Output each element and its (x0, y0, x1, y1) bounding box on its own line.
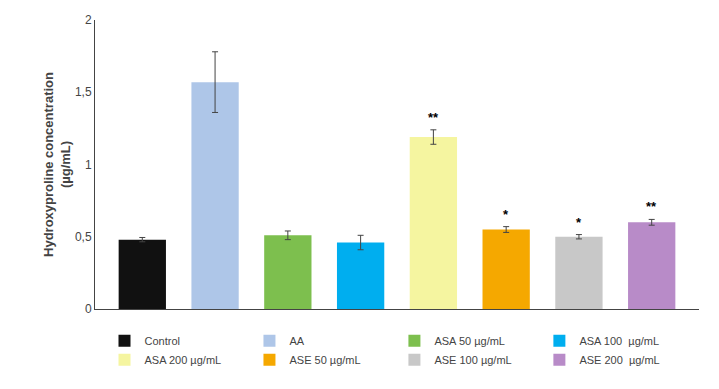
svg-text:ASE 200 µg/mL: ASE 200 µg/mL (579, 354, 659, 366)
svg-text:2: 2 (85, 13, 92, 27)
svg-text:**: ** (646, 199, 657, 214)
svg-text:1,5: 1,5 (75, 85, 92, 99)
svg-text:0: 0 (85, 302, 92, 316)
svg-text:*: * (576, 215, 582, 230)
svg-text:*: * (503, 207, 509, 222)
svg-text:**: ** (428, 110, 439, 125)
svg-text:ASA 100 µg/mL: ASA 100 µg/mL (579, 335, 659, 347)
svg-text:AA: AA (289, 335, 304, 347)
svg-text:Control: Control (145, 335, 180, 347)
svg-text:ASE 50 µg/mL: ASE 50 µg/mL (289, 354, 360, 366)
svg-text:ASE 100 µg/mL: ASE 100 µg/mL (434, 354, 511, 366)
svg-text:ASA 200 µg/mL: ASA 200 µg/mL (145, 354, 222, 366)
svg-text:0,5: 0,5 (75, 230, 92, 244)
svg-text:1: 1 (85, 158, 92, 172)
svg-text:ASA 50 µg/mL: ASA 50 µg/mL (434, 335, 505, 347)
svg-text:Hydroxyproline concentration(µ: Hydroxyproline concentration(µg/mL) (41, 72, 73, 257)
